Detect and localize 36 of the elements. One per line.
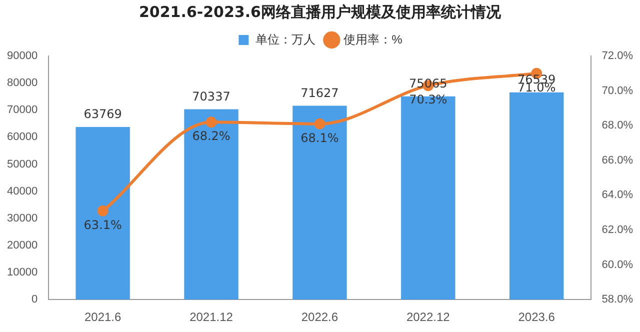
y2-tick-label: 66.0% xyxy=(602,154,634,166)
data-label: 71627 xyxy=(300,86,339,100)
y2-tick-label: 58.0% xyxy=(602,294,634,306)
y-tick-label: 30000 xyxy=(6,212,38,224)
legend-label: 单位：万人 xyxy=(256,32,316,46)
y-tick-label: 80000 xyxy=(6,77,38,90)
x-tick-label: 2022.6 xyxy=(301,310,338,324)
point xyxy=(97,205,108,216)
y2-tick-label: 68.0% xyxy=(602,120,634,132)
point xyxy=(206,116,217,128)
y-tick-label: 70000 xyxy=(6,104,38,116)
data-label: 70.3% xyxy=(409,92,448,107)
data-label: 70337 xyxy=(192,89,230,104)
data-label: 68.2% xyxy=(192,129,230,144)
legend-label: 使用率：% xyxy=(344,32,403,46)
chart-title: 2021.6-2023.6网络直播用户规模及使用率统计情况 xyxy=(138,2,502,23)
x-tick-label: 2023.6 xyxy=(518,310,556,324)
y2-tick-label: 70.0% xyxy=(602,84,634,97)
y-tick-label: 60000 xyxy=(6,131,38,144)
data-label: 63.1% xyxy=(84,218,122,232)
x-tick-label: 2021.12 xyxy=(190,310,234,324)
y-tick-label: 0 xyxy=(31,294,38,306)
y2-tick-label: 64.0% xyxy=(602,189,634,202)
x-tick-label: 2021.6 xyxy=(84,310,122,324)
y-tick-label: 20000 xyxy=(6,240,38,252)
y2-tick-label: 72.0% xyxy=(602,50,634,62)
y-tick-label: 40000 xyxy=(6,185,38,198)
y2-tick-label: 62.0% xyxy=(602,224,634,236)
x-tick-label: 2022.12 xyxy=(406,310,450,324)
data-label: 63769 xyxy=(84,107,122,122)
point xyxy=(314,118,326,130)
y2-tick-label: 60.0% xyxy=(602,258,634,271)
data-label: 68.1% xyxy=(300,130,339,145)
y-tick-label: 10000 xyxy=(6,266,38,279)
y-tick-label: 50000 xyxy=(6,158,38,170)
y-tick-label: 90000 xyxy=(6,50,38,62)
